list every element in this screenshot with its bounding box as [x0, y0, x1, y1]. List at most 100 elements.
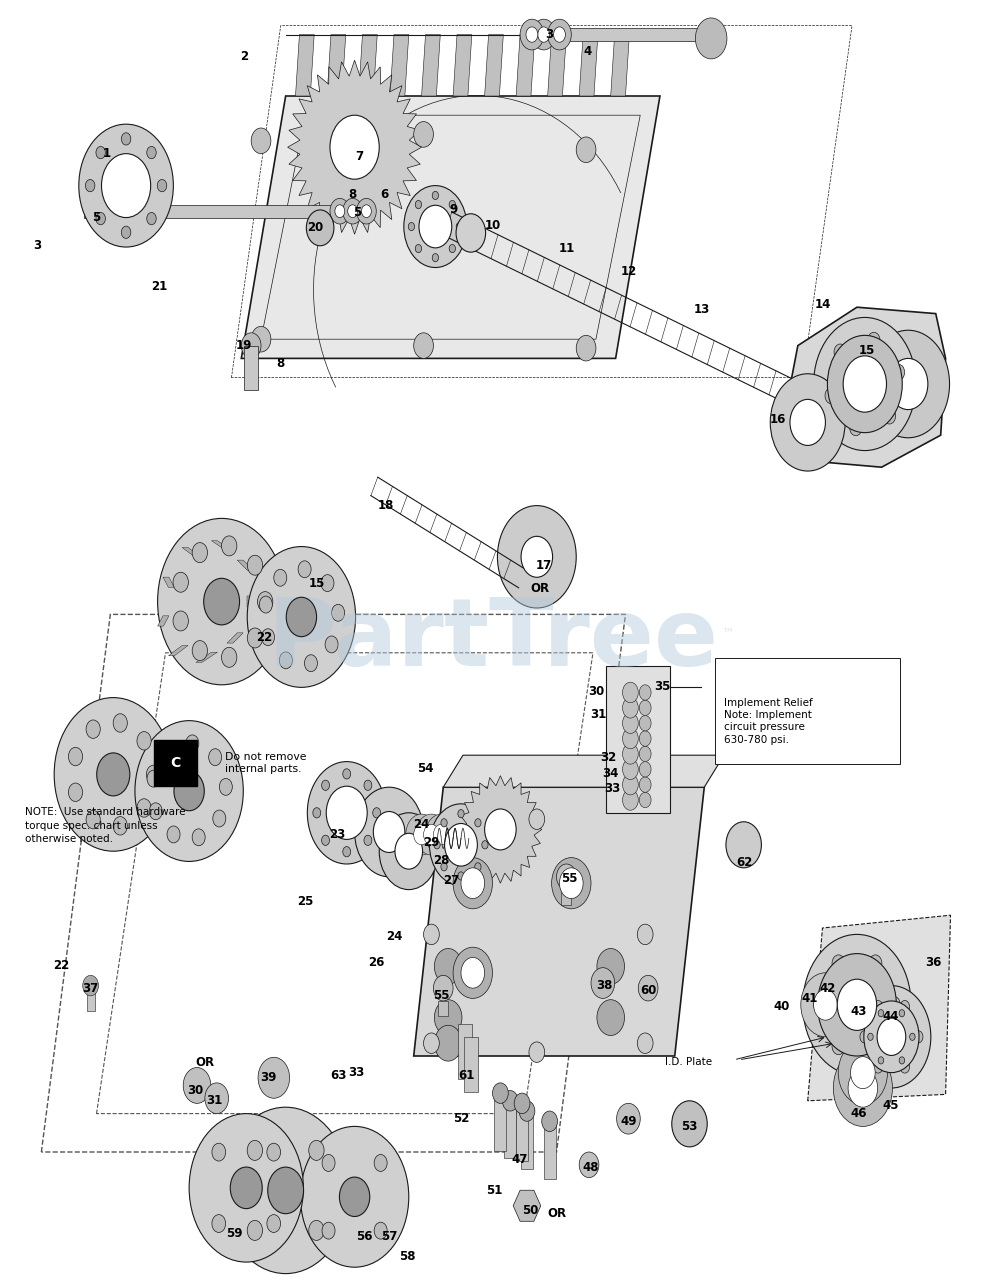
Circle shape: [851, 1057, 876, 1088]
Circle shape: [150, 803, 163, 819]
Circle shape: [639, 746, 651, 762]
Circle shape: [434, 1025, 462, 1061]
Circle shape: [432, 253, 438, 262]
Circle shape: [173, 611, 188, 631]
Circle shape: [348, 205, 358, 218]
Circle shape: [637, 1033, 653, 1053]
Circle shape: [86, 810, 100, 829]
Circle shape: [818, 954, 896, 1056]
Circle shape: [519, 1101, 535, 1121]
Circle shape: [900, 1001, 909, 1012]
Circle shape: [456, 214, 486, 252]
Polygon shape: [288, 60, 422, 234]
Polygon shape: [228, 632, 243, 643]
FancyBboxPatch shape: [606, 666, 670, 813]
Circle shape: [848, 1069, 878, 1107]
Text: 46: 46: [851, 1107, 867, 1120]
Circle shape: [212, 1143, 226, 1161]
Circle shape: [559, 868, 583, 899]
Circle shape: [162, 744, 174, 760]
Circle shape: [408, 223, 415, 230]
Text: 17: 17: [536, 559, 552, 572]
Polygon shape: [808, 915, 951, 1101]
Circle shape: [453, 947, 492, 998]
Circle shape: [274, 570, 287, 586]
Text: 21: 21: [152, 280, 167, 293]
Circle shape: [814, 317, 916, 451]
Circle shape: [814, 989, 837, 1020]
Circle shape: [113, 817, 127, 835]
Circle shape: [313, 808, 321, 818]
Circle shape: [251, 326, 271, 352]
Circle shape: [538, 27, 550, 42]
Circle shape: [803, 934, 911, 1075]
Circle shape: [899, 1010, 904, 1016]
Text: 13: 13: [693, 303, 709, 316]
Circle shape: [623, 759, 638, 780]
Circle shape: [869, 1038, 882, 1055]
Circle shape: [576, 335, 596, 361]
FancyBboxPatch shape: [154, 740, 197, 786]
Circle shape: [205, 1083, 229, 1114]
Polygon shape: [504, 1101, 516, 1158]
Text: 22: 22: [256, 631, 272, 644]
Circle shape: [222, 536, 236, 556]
Circle shape: [868, 333, 880, 348]
Text: 51: 51: [487, 1184, 502, 1197]
Text: 50: 50: [522, 1204, 538, 1217]
Circle shape: [526, 27, 538, 42]
Circle shape: [222, 1107, 350, 1274]
Circle shape: [322, 1155, 335, 1171]
Circle shape: [672, 1101, 707, 1147]
Polygon shape: [438, 1001, 448, 1016]
Text: 57: 57: [381, 1230, 397, 1243]
Polygon shape: [788, 307, 946, 467]
Text: 22: 22: [53, 959, 69, 972]
Text: 5: 5: [93, 211, 100, 224]
Circle shape: [340, 1178, 369, 1216]
Circle shape: [877, 1018, 906, 1056]
Circle shape: [372, 808, 380, 818]
Text: 8: 8: [277, 357, 285, 370]
Text: NOTE:  Use standard hardware
torque spec. chart unless
otherwise noted.: NOTE: Use standard hardware torque spec.…: [25, 808, 185, 844]
Circle shape: [158, 179, 166, 192]
Circle shape: [404, 186, 467, 268]
Text: 41: 41: [802, 992, 818, 1005]
Text: 3: 3: [546, 28, 554, 41]
Polygon shape: [327, 35, 346, 96]
Text: 32: 32: [601, 751, 617, 764]
Circle shape: [475, 863, 481, 870]
Text: 33: 33: [605, 782, 621, 795]
Circle shape: [899, 1057, 904, 1064]
Circle shape: [192, 640, 208, 660]
Circle shape: [321, 575, 334, 591]
Text: 40: 40: [774, 1000, 790, 1012]
Text: 58: 58: [400, 1251, 416, 1263]
Circle shape: [623, 774, 638, 795]
Polygon shape: [87, 986, 95, 1011]
Circle shape: [529, 809, 545, 829]
Text: 8: 8: [349, 188, 357, 201]
Text: 56: 56: [357, 1230, 372, 1243]
Circle shape: [322, 835, 330, 845]
Circle shape: [879, 1010, 884, 1016]
Text: 30: 30: [588, 685, 604, 698]
Polygon shape: [516, 1103, 528, 1161]
Polygon shape: [244, 346, 258, 390]
Circle shape: [832, 955, 845, 972]
Circle shape: [597, 1000, 624, 1036]
Text: 34: 34: [603, 767, 619, 780]
Polygon shape: [459, 776, 542, 883]
Circle shape: [453, 858, 492, 909]
Circle shape: [850, 365, 880, 403]
Circle shape: [639, 700, 651, 716]
Polygon shape: [494, 1093, 506, 1151]
Circle shape: [433, 824, 449, 845]
Text: PartTree: PartTree: [267, 594, 718, 686]
Circle shape: [54, 698, 172, 851]
Circle shape: [887, 996, 900, 1014]
Circle shape: [726, 822, 761, 868]
Circle shape: [335, 205, 345, 218]
Text: 18: 18: [378, 499, 394, 512]
Circle shape: [414, 824, 429, 845]
